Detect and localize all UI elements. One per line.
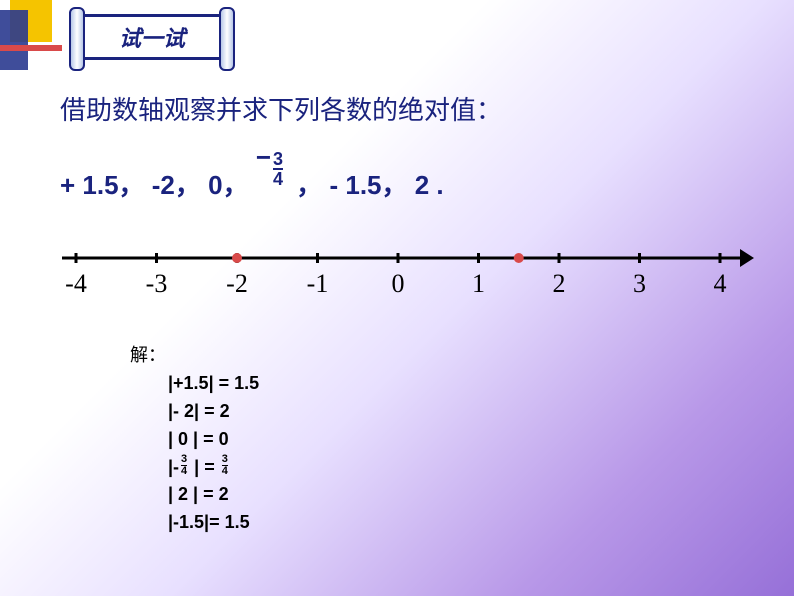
- numbers-suffix: ， - 1.5， 2 .: [296, 170, 443, 200]
- problem-statement: 借助数轴观察并求下列各数的绝对值：: [60, 90, 754, 132]
- solution-label: 解：: [130, 342, 259, 370]
- numbers-prefix: + 1.5， -2， 0，: [60, 170, 249, 200]
- svg-text:-1: -1: [307, 269, 329, 298]
- svg-text:0: 0: [392, 269, 405, 298]
- deco-red: [0, 45, 62, 51]
- svg-text:4: 4: [714, 269, 727, 298]
- solution-line: |+1.5| = 1.5: [168, 370, 259, 398]
- solution-block: 解： |+1.5| = 1.5|- 2| = 2| 0 | = 0|-34 | …: [130, 342, 259, 537]
- number-line: -4 -3 -2 -1 0 1 2 3 4: [56, 232, 756, 312]
- svg-text:1: 1: [472, 269, 485, 298]
- problem-line1: 借助数轴观察并求下列各数的绝对值：: [60, 96, 502, 125]
- svg-text:-2: -2: [226, 269, 248, 298]
- problem-numbers: + 1.5， -2， 0， − 3 4 ， - 1.5， 2 .: [60, 165, 444, 206]
- fraction-neg: −: [256, 142, 271, 172]
- svg-text:3: 3: [633, 269, 646, 298]
- solution-line: | 2 | = 2: [168, 481, 259, 509]
- svg-text:-4: -4: [65, 269, 87, 298]
- fraction: 3 4: [273, 150, 283, 188]
- solution-lines: |+1.5| = 1.5|- 2| = 2| 0 | = 0|-34 | = 3…: [130, 370, 259, 537]
- frac-numerator: 3: [273, 150, 283, 170]
- solution-line: |- 2| = 2: [168, 398, 259, 426]
- solution-line: | 0 | = 0: [168, 426, 259, 454]
- solution-line: |-1.5|= 1.5: [168, 509, 259, 537]
- frac-denominator: 4: [273, 170, 283, 188]
- svg-text:2: 2: [553, 269, 566, 298]
- svg-text:-3: -3: [146, 269, 168, 298]
- banner-title: 试一试: [119, 21, 185, 53]
- number-line-svg: -4 -3 -2 -1 0 1 2 3 4: [56, 232, 756, 312]
- deco-blue: [0, 10, 28, 70]
- solution-line: |-34 | = 34: [168, 454, 259, 482]
- title-banner: 试一试: [72, 14, 232, 60]
